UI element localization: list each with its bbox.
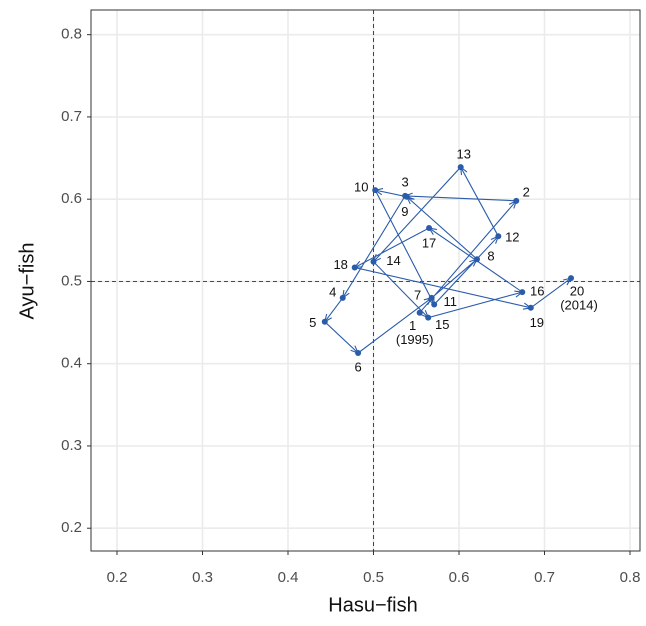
- data-point: [568, 275, 575, 282]
- y-tick-label: 0.6: [61, 190, 82, 207]
- x-tick-label: 0.3: [192, 569, 213, 586]
- y-tick-label: 0.3: [61, 437, 82, 454]
- data-point: [370, 258, 377, 265]
- point-label: 14: [386, 253, 400, 268]
- point-label: 5: [309, 315, 316, 330]
- year-annotation: (2014): [560, 298, 598, 313]
- data-point: [416, 309, 423, 316]
- point-label: 19: [530, 315, 544, 330]
- point-label: 4: [329, 284, 336, 299]
- year-annotation: (1995): [396, 332, 434, 347]
- x-tick-label: 0.7: [534, 569, 555, 586]
- x-axis-title: Hasu−fish: [328, 594, 418, 616]
- data-point: [351, 264, 358, 271]
- x-tick-label: 0.2: [107, 569, 128, 586]
- data-point: [425, 314, 432, 321]
- y-tick-label: 0.5: [61, 272, 82, 289]
- data-point: [431, 301, 438, 308]
- point-label: 7: [414, 287, 421, 302]
- point-label: 17: [422, 235, 436, 250]
- data-point: [339, 294, 346, 301]
- data-point: [527, 304, 534, 311]
- data-point: [495, 233, 502, 240]
- point-label: 20: [570, 284, 584, 299]
- data-point: [428, 294, 435, 301]
- y-tick-label: 0.2: [61, 519, 82, 536]
- y-axis-title: Ayu−fish: [16, 243, 38, 320]
- data-point: [519, 289, 526, 296]
- trajectory-line: [324, 166, 572, 354]
- y-tick-label: 0.4: [61, 355, 82, 372]
- point-label: 6: [354, 359, 361, 374]
- point-label: 3: [402, 174, 409, 189]
- data-point: [473, 256, 480, 263]
- point-label: 1: [409, 318, 416, 333]
- panel-border: [90, 9, 641, 552]
- point-label: 13: [456, 147, 470, 162]
- point-label: 8: [487, 249, 494, 264]
- point-label: 2: [523, 184, 530, 199]
- point-label: 12: [505, 230, 519, 245]
- x-tick-label: 0.6: [449, 569, 470, 586]
- x-tick-label: 0.8: [620, 569, 641, 586]
- data-point: [513, 197, 520, 204]
- point-label: 15: [435, 317, 449, 332]
- data-point: [403, 193, 410, 200]
- point-label: 11: [443, 294, 457, 309]
- y-tick-label: 0.8: [61, 26, 82, 43]
- point-label: 9: [401, 204, 408, 219]
- data-point: [426, 224, 433, 231]
- point-label: 16: [530, 284, 544, 299]
- point-label: 18: [333, 257, 347, 272]
- data-point: [321, 318, 328, 325]
- y-tick-label: 0.7: [61, 108, 82, 125]
- point-label: 10: [354, 180, 368, 195]
- data-point: [372, 187, 379, 194]
- data-point: [457, 164, 464, 171]
- x-tick-label: 0.4: [278, 569, 299, 586]
- data-point: [355, 350, 362, 357]
- x-tick-label: 0.5: [363, 569, 384, 586]
